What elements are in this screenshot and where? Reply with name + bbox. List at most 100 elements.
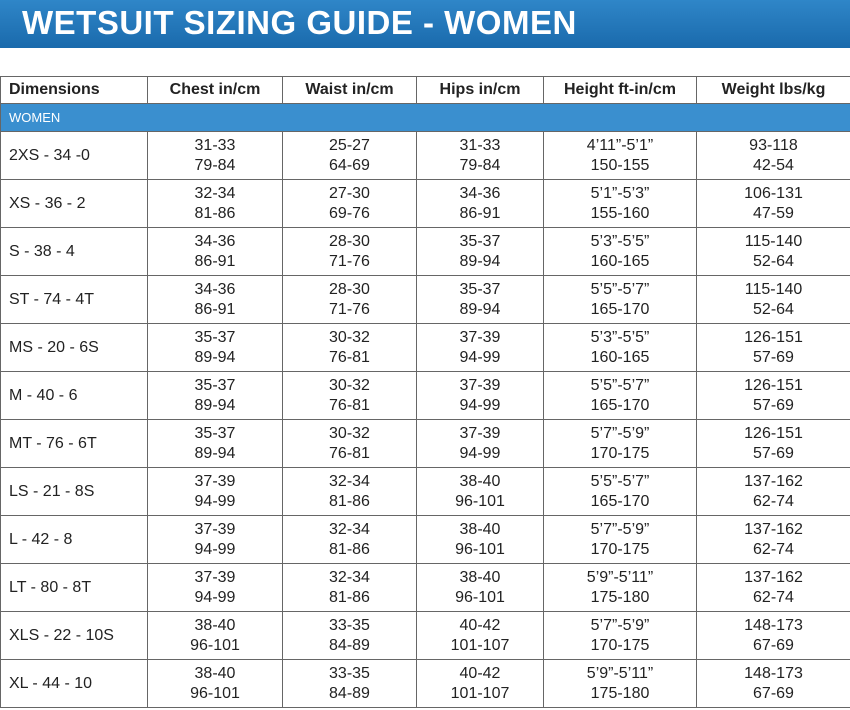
measure-cell: 38-40 96-101 xyxy=(416,467,544,516)
metric-value: 94-99 xyxy=(194,588,236,606)
size-table: Dimensions Chest in/cm Waist in/cm Hips in/… xyxy=(0,76,850,708)
size-label: 2XS - 34 -0 xyxy=(0,131,148,180)
metric-value: 96-101 xyxy=(455,588,505,606)
imperial-value: 35-37 xyxy=(194,376,236,394)
size-label: M - 40 - 6 xyxy=(0,371,148,420)
imperial-value: 4’11”-5’1” xyxy=(586,136,654,154)
measure-cell: 137-162 62-74 xyxy=(696,563,850,612)
metric-value: 81-86 xyxy=(329,588,370,606)
imperial-value: 32-34 xyxy=(329,520,370,538)
imperial-value: 37-39 xyxy=(459,328,501,346)
imperial-value: 38-40 xyxy=(459,520,501,538)
imperial-value: 37-39 xyxy=(459,376,501,394)
measure-cell: 37-39 94-99 xyxy=(416,371,544,420)
header-row: Dimensions Chest in/cm Waist in/cm Hips in/… xyxy=(0,76,850,104)
size-row: L - 42 - 8 37-39 94-99 32-34 81-86 38-40 96-10… xyxy=(0,515,850,564)
imperial-value: 5’3”-5’5” xyxy=(590,232,650,250)
measure-cell: 28-30 71-76 xyxy=(282,275,417,324)
measure-cell: 5’5”-5’7” 165-170 xyxy=(543,467,697,516)
size-row: XLS - 22 - 10S 38-40 96-101 33-35 84-89 40-42… xyxy=(0,611,850,660)
measure-cell: 32-34 81-86 xyxy=(282,515,417,564)
measure-cell: 38-40 96-101 xyxy=(416,563,544,612)
imperial-value: 5’9”-5’11” xyxy=(586,664,654,682)
metric-value: 81-86 xyxy=(194,204,236,222)
measure-cell: 35-37 89-94 xyxy=(147,419,283,468)
column-header: Weight lbs/kg xyxy=(696,76,850,104)
metric-value: 170-175 xyxy=(590,636,650,654)
metric-value: 96-101 xyxy=(455,540,505,558)
imperial-value: 37-39 xyxy=(459,424,501,442)
metric-value: 84-89 xyxy=(329,684,370,702)
imperial-value: 32-34 xyxy=(194,184,236,202)
metric-value: 42-54 xyxy=(753,156,794,174)
size-row: MS - 20 - 6S 35-37 89-94 30-32 76-81 37-39 94-… xyxy=(0,323,850,372)
measure-cell: 34-36 86-91 xyxy=(416,179,544,228)
metric-value: 170-175 xyxy=(590,540,650,558)
measure-cell: 40-42 101-107 xyxy=(416,659,544,708)
imperial-value: 40-42 xyxy=(459,616,501,634)
imperial-value: 148-173 xyxy=(744,616,803,634)
measure-cell: 35-37 89-94 xyxy=(416,227,544,276)
measure-cell: 27-30 69-76 xyxy=(282,179,417,228)
measure-cell: 30-32 76-81 xyxy=(282,323,417,372)
imperial-value: 115-140 xyxy=(744,232,803,250)
column-header: Dimensions xyxy=(0,76,148,104)
measure-cell: 5’7”-5’9” 170-175 xyxy=(543,515,697,564)
imperial-value: 5’3”-5’5” xyxy=(590,328,650,346)
measure-cell: 33-35 84-89 xyxy=(282,659,417,708)
measure-cell: 28-30 71-76 xyxy=(282,227,417,276)
metric-value: 47-59 xyxy=(753,204,794,222)
imperial-value: 32-34 xyxy=(329,568,370,586)
measure-cell: 33-35 84-89 xyxy=(282,611,417,660)
size-label: XS - 36 - 2 xyxy=(0,179,148,228)
imperial-value: 25-27 xyxy=(329,136,370,154)
size-row: XL - 44 - 10 38-40 96-101 33-35 84-89 40-42 10… xyxy=(0,659,850,708)
metric-value: 160-165 xyxy=(590,252,650,270)
imperial-value: 5’7”-5’9” xyxy=(590,616,650,634)
imperial-value: 38-40 xyxy=(194,616,236,634)
measure-cell: 115-140 52-64 xyxy=(696,275,850,324)
measure-cell: 31-33 79-84 xyxy=(147,131,283,180)
metric-value: 79-84 xyxy=(459,156,501,174)
metric-value: 94-99 xyxy=(459,444,501,462)
measure-cell: 30-32 76-81 xyxy=(282,419,417,468)
measure-cell: 34-36 86-91 xyxy=(147,227,283,276)
metric-value: 81-86 xyxy=(329,492,370,510)
measure-cell: 34-36 86-91 xyxy=(147,275,283,324)
measure-cell: 5’9”-5’11” 175-180 xyxy=(543,563,697,612)
imperial-value: 33-35 xyxy=(329,664,370,682)
size-row: MT - 76 - 6T 35-37 89-94 30-32 76-81 37-39 94-… xyxy=(0,419,850,468)
metric-value: 165-170 xyxy=(590,300,650,318)
measure-cell: 31-33 79-84 xyxy=(416,131,544,180)
metric-value: 84-89 xyxy=(329,636,370,654)
measure-cell: 4’11”-5’1” 150-155 xyxy=(543,131,697,180)
metric-value: 62-74 xyxy=(753,540,794,558)
imperial-value: 30-32 xyxy=(329,376,370,394)
metric-value: 57-69 xyxy=(753,444,794,462)
section-row: WOMEN xyxy=(0,103,850,132)
imperial-value: 28-30 xyxy=(329,280,370,298)
size-label: LS - 21 - 8S xyxy=(0,467,148,516)
metric-value: 76-81 xyxy=(329,444,370,462)
measure-cell: 126-151 57-69 xyxy=(696,323,850,372)
imperial-value: 35-37 xyxy=(194,328,236,346)
metric-value: 67-69 xyxy=(753,636,794,654)
measure-cell: 5’9”-5’11” 175-180 xyxy=(543,659,697,708)
metric-value: 62-74 xyxy=(753,492,794,510)
metric-value: 76-81 xyxy=(329,396,370,414)
section-label: WOMEN xyxy=(0,103,850,132)
metric-value: 94-99 xyxy=(194,492,236,510)
metric-value: 96-101 xyxy=(455,492,505,510)
size-label: MT - 76 - 6T xyxy=(0,419,148,468)
measure-cell: 137-162 62-74 xyxy=(696,515,850,564)
metric-value: 101-107 xyxy=(450,684,510,702)
measure-cell: 37-39 94-99 xyxy=(147,515,283,564)
measure-cell: 5’7”-5’9” 170-175 xyxy=(543,611,697,660)
imperial-value: 106-131 xyxy=(744,184,803,202)
metric-value: 81-86 xyxy=(329,540,370,558)
measure-cell: 32-34 81-86 xyxy=(147,179,283,228)
size-row: ST - 74 - 4T 34-36 86-91 28-30 71-76 35-37 89-… xyxy=(0,275,850,324)
column-header: Height ft-in/cm xyxy=(543,76,697,104)
imperial-value: 35-37 xyxy=(459,280,501,298)
imperial-value: 5’5”-5’7” xyxy=(590,280,650,298)
